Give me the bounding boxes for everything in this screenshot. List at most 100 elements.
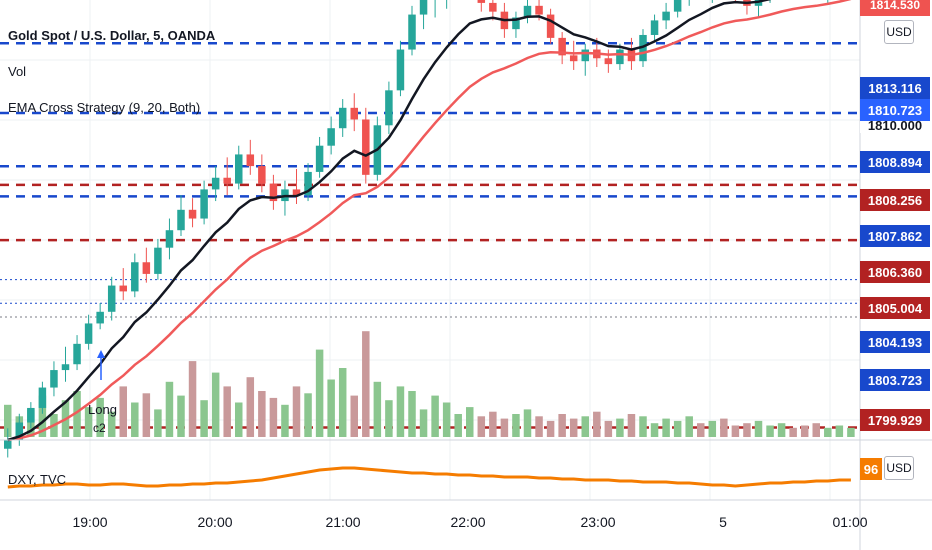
candle-body — [269, 183, 278, 202]
candle-body — [107, 285, 116, 312]
volume-bar — [650, 423, 659, 437]
volume-bar — [131, 402, 139, 437]
candle-body — [650, 20, 659, 35]
price-label: 1803.723 — [860, 369, 930, 391]
volume-bar — [338, 368, 347, 437]
volume-bar — [777, 423, 786, 437]
time-axis-label: 22:00 — [450, 514, 486, 530]
volume-bar — [627, 414, 636, 437]
time-axis-label: 23:00 — [580, 514, 616, 530]
volume-bar — [847, 427, 855, 437]
top-price-label: 1814.530 — [860, 0, 930, 16]
volume-bar — [512, 414, 520, 437]
volume-bar — [442, 402, 451, 437]
candle-body — [200, 189, 208, 219]
candle-body — [350, 107, 358, 120]
candle-body — [419, 0, 428, 15]
volume-bar — [304, 393, 312, 437]
candle-body — [327, 128, 335, 146]
ema-slow-line — [7, 0, 852, 442]
strategy-legend[interactable]: EMA Cross Strategy (9, 20, Both) — [8, 100, 201, 115]
volume-legend[interactable]: Vol — [8, 64, 27, 79]
candle-body — [489, 2, 497, 12]
candle-body — [154, 247, 162, 274]
volume-bar — [281, 404, 289, 437]
price-label: 1807.862 — [860, 225, 930, 247]
candle-body — [177, 209, 185, 231]
candle-body — [165, 230, 174, 248]
candle-body — [569, 55, 578, 62]
candle-body — [223, 177, 231, 184]
volume-bar — [315, 349, 324, 437]
price-label: 1808.894 — [860, 151, 930, 173]
volume-bar — [373, 381, 382, 437]
volume-bar — [558, 414, 566, 437]
symbol-legend[interactable]: Gold Spot / U.S. Dollar, 5, OANDA — [8, 28, 216, 43]
volume-bar — [38, 395, 47, 437]
long-arrow-head — [97, 350, 105, 358]
candle-body — [304, 171, 312, 196]
volume-bar — [546, 420, 555, 437]
volume-bar — [258, 391, 266, 437]
dxy-price-label: 96 — [860, 458, 882, 480]
candle-body — [558, 37, 566, 56]
volume-bar — [743, 423, 751, 437]
candle-body — [338, 107, 347, 129]
candle-body — [512, 17, 520, 30]
volume-bar — [800, 425, 809, 437]
candle-body — [27, 407, 35, 423]
volume-bar — [789, 427, 797, 437]
currency-button[interactable]: USD — [884, 20, 914, 44]
volume-bar — [720, 418, 728, 437]
price-label: 1806.360 — [860, 261, 930, 283]
volume-bar — [119, 386, 127, 437]
candle-body — [4, 440, 12, 449]
dxy-legend[interactable]: DXY, TVC — [8, 472, 67, 487]
volume-bar — [535, 416, 543, 437]
candle-body — [246, 154, 255, 167]
volume-bar — [812, 423, 820, 437]
candle-body — [73, 343, 81, 365]
volume-bar — [754, 420, 763, 437]
candle-body — [131, 262, 139, 292]
price-label: 1799.929 — [860, 409, 930, 431]
candle-body — [581, 49, 589, 62]
volume-bar — [385, 400, 393, 437]
volume-bar — [223, 386, 231, 437]
volume-bar — [165, 381, 174, 437]
candle-body — [362, 119, 370, 175]
candle-body — [662, 11, 670, 21]
volume-bar — [177, 395, 185, 437]
price-label: 1805.004 — [860, 297, 930, 319]
volume-bar — [84, 407, 93, 437]
candle-body — [523, 5, 532, 18]
long-signal-sublabel: c2 — [93, 421, 106, 435]
volume-bar — [466, 407, 474, 437]
candle-body — [235, 154, 243, 184]
candle-body — [258, 166, 266, 184]
volume-bar — [292, 386, 301, 437]
dxy-currency-button[interactable]: USD — [884, 456, 914, 480]
volume-bar — [604, 420, 613, 437]
volume-bar — [235, 402, 243, 437]
volume-bar — [593, 411, 601, 437]
candle-body — [38, 387, 47, 408]
ema-fast-line — [7, 0, 772, 442]
candle-body — [96, 311, 104, 324]
volume-bar — [616, 418, 624, 437]
price-label: 1804.193 — [860, 331, 930, 353]
time-axis-label: 20:00 — [197, 514, 233, 530]
candle-body — [292, 189, 301, 196]
price-label: 1810.000 — [860, 121, 930, 133]
volume-bar — [697, 423, 705, 437]
volume-bar — [419, 409, 428, 437]
volume-bar — [835, 425, 844, 437]
volume-bar — [639, 416, 647, 437]
volume-bar — [200, 400, 208, 437]
volume-bar — [396, 386, 405, 437]
candle-body — [673, 0, 682, 12]
candle-body — [546, 14, 555, 38]
candle-body — [535, 5, 543, 15]
